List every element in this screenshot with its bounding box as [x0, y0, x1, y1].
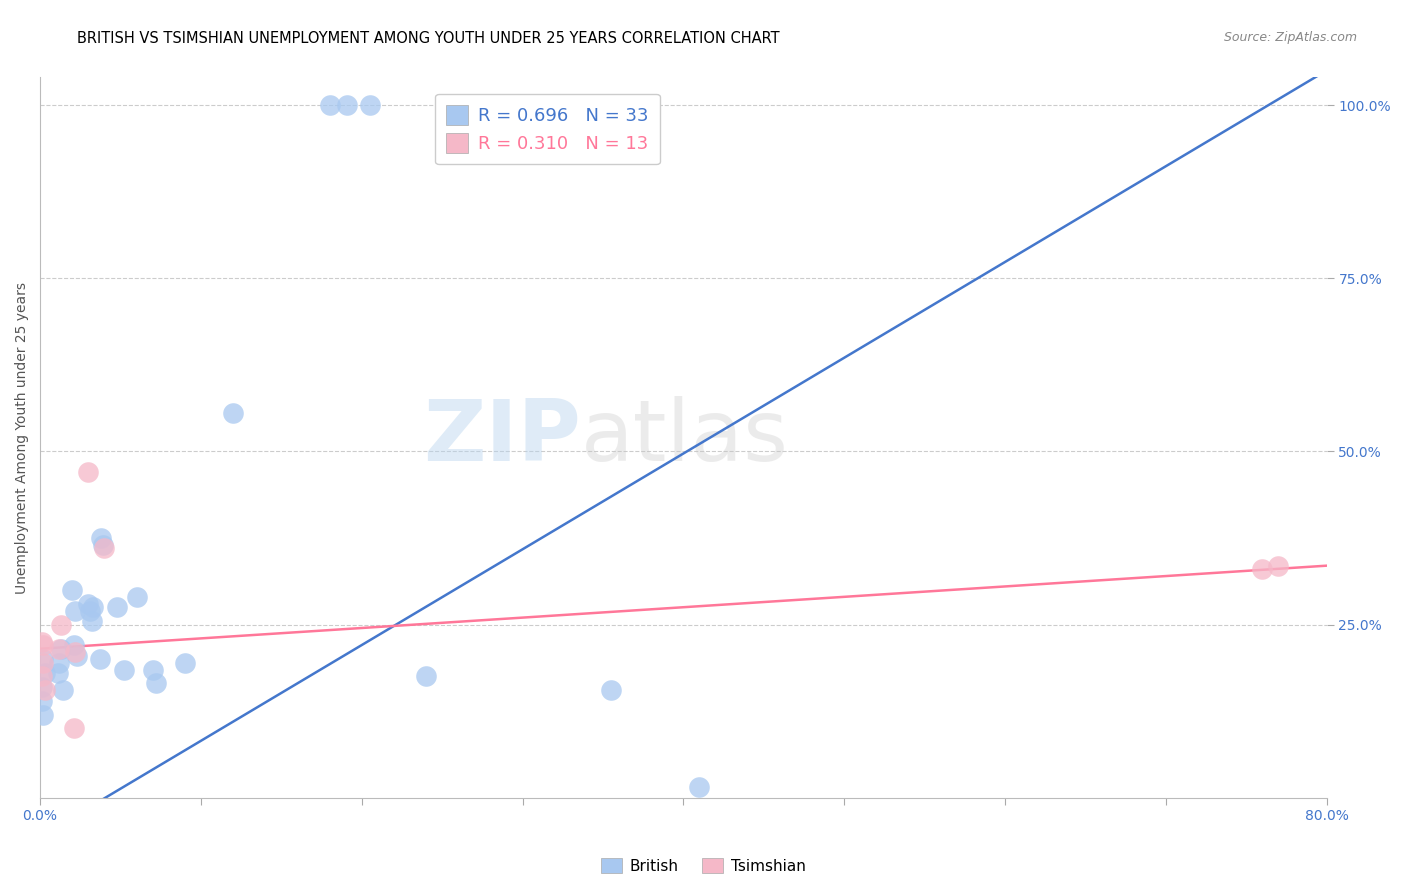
- Point: [222, 406, 245, 420]
- Point: [336, 98, 359, 112]
- Point: [80, 614, 103, 628]
- Legend: British, Tsimshian: British, Tsimshian: [595, 852, 811, 880]
- Point: [32, 707, 55, 722]
- Legend: R = 0.696   N = 33, R = 0.310   N = 13: R = 0.696 N = 33, R = 0.310 N = 13: [434, 94, 659, 164]
- Point: [89, 652, 111, 666]
- Text: Source: ZipAtlas.com: Source: ZipAtlas.com: [1223, 31, 1357, 45]
- Point: [415, 669, 437, 683]
- Y-axis label: Unemployment Among Youth under 25 years: Unemployment Among Youth under 25 years: [15, 282, 30, 593]
- Point: [1267, 558, 1289, 573]
- Point: [112, 663, 135, 677]
- Point: [77, 597, 100, 611]
- Point: [52, 683, 75, 698]
- Point: [32, 652, 55, 666]
- Point: [63, 638, 86, 652]
- Text: atlas: atlas: [581, 396, 789, 479]
- Point: [31, 635, 53, 649]
- Point: [125, 590, 148, 604]
- Point: [31, 669, 53, 683]
- Point: [79, 604, 101, 618]
- Point: [46, 666, 69, 681]
- Point: [48, 656, 70, 670]
- Point: [77, 465, 100, 479]
- Point: [688, 780, 710, 795]
- Point: [48, 641, 70, 656]
- Point: [1251, 562, 1274, 576]
- Point: [66, 648, 89, 663]
- Point: [145, 676, 167, 690]
- Text: ZIP: ZIP: [423, 396, 581, 479]
- Point: [93, 541, 115, 556]
- Point: [63, 722, 86, 736]
- Point: [142, 663, 165, 677]
- Point: [173, 656, 195, 670]
- Point: [65, 645, 87, 659]
- Text: BRITISH VS TSIMSHIAN UNEMPLOYMENT AMONG YOUTH UNDER 25 YEARS CORRELATION CHART: BRITISH VS TSIMSHIAN UNEMPLOYMENT AMONG …: [77, 31, 780, 46]
- Point: [31, 680, 53, 694]
- Point: [34, 683, 56, 698]
- Point: [32, 638, 55, 652]
- Point: [31, 694, 53, 708]
- Point: [90, 531, 112, 545]
- Point: [91, 538, 114, 552]
- Point: [49, 617, 72, 632]
- Point: [318, 98, 340, 112]
- Point: [34, 666, 56, 681]
- Point: [82, 600, 104, 615]
- Point: [49, 641, 72, 656]
- Point: [600, 683, 623, 698]
- Point: [359, 98, 381, 112]
- Point: [65, 604, 87, 618]
- Point: [60, 582, 83, 597]
- Point: [105, 600, 128, 615]
- Point: [32, 656, 55, 670]
